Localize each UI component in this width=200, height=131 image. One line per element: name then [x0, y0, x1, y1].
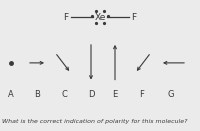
Text: G: G — [168, 90, 174, 99]
Text: C: C — [61, 90, 67, 99]
Text: F: F — [63, 13, 69, 21]
Text: Xe: Xe — [94, 13, 106, 21]
Text: E: E — [112, 90, 118, 99]
Text: B: B — [34, 90, 40, 99]
Text: A: A — [8, 90, 14, 99]
Text: F: F — [140, 90, 144, 99]
Text: D: D — [88, 90, 94, 99]
Text: What is the correct indication of polarity for this molecule?: What is the correct indication of polari… — [2, 119, 188, 124]
Text: F: F — [131, 13, 137, 21]
